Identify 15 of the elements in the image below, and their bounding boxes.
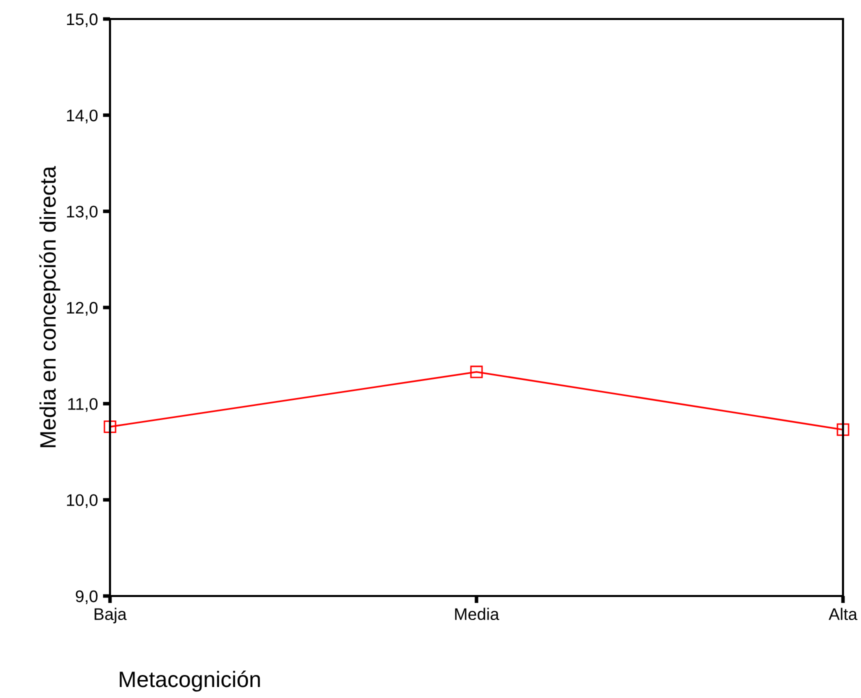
y-tick-label: 12,0: [67, 302, 98, 316]
y-tick-label: 15,0: [67, 13, 98, 28]
x-tick-label: Media: [455, 608, 500, 620]
y-tick-label: 13,0: [67, 206, 98, 220]
y-tick-label: 9,0: [76, 590, 98, 604]
y-tick-label: 10,0: [67, 494, 98, 508]
x-tick-label: Alta: [828, 608, 858, 620]
y-axis-title: Media en concepción directa: [39, 166, 60, 448]
point: [470, 366, 483, 378]
x-tick-label: Baja: [94, 608, 127, 624]
x-axis-title: Metacognición: [120, 670, 260, 692]
y-tick-label: 14,0: [67, 110, 98, 124]
point: [836, 423, 850, 436]
point: [104, 420, 116, 433]
y-tick-label: 11,0: [68, 398, 98, 412]
